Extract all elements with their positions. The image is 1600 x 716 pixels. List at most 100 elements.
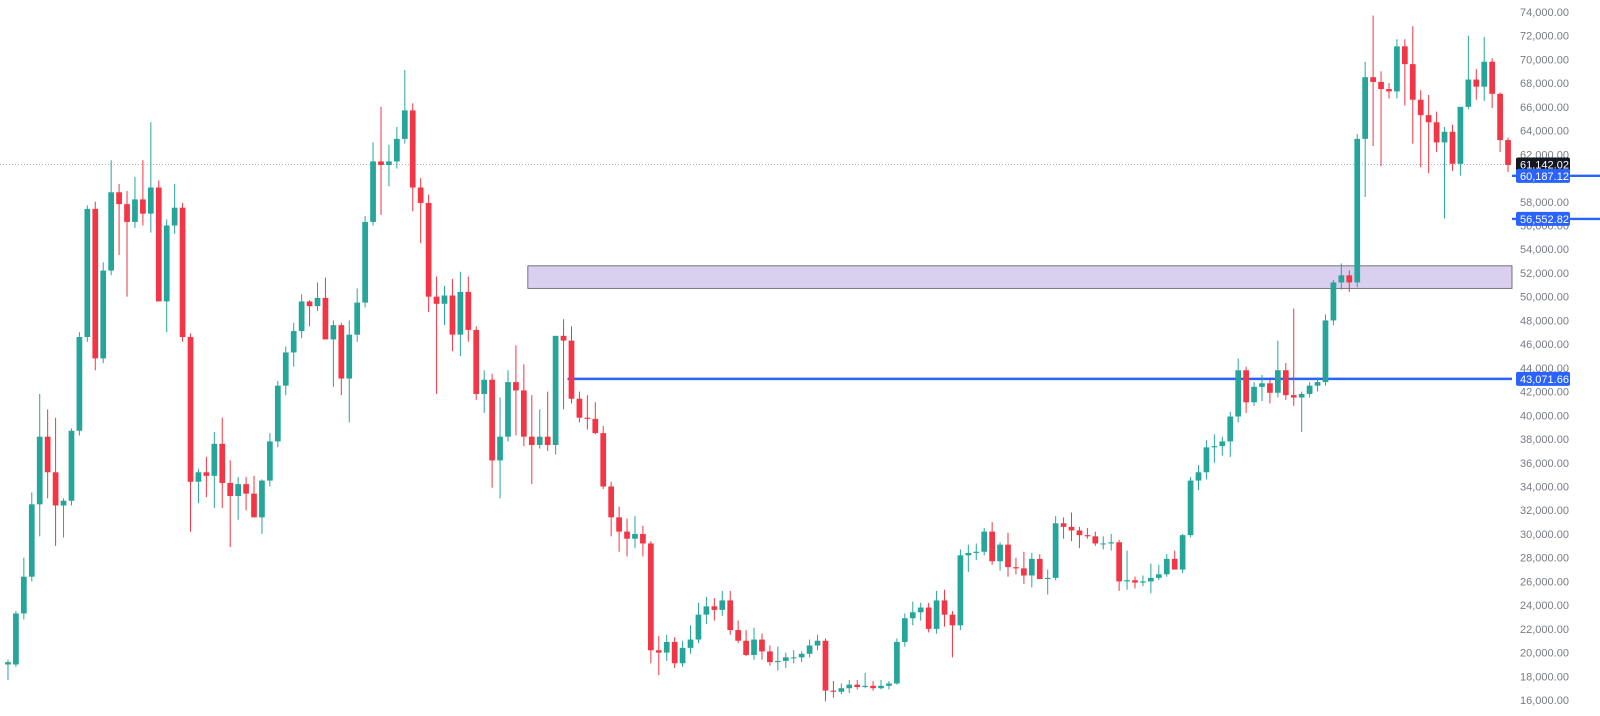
candle-body (457, 291, 464, 335)
candle-body (608, 486, 615, 518)
y-tick-label: 16,000.00 (1520, 695, 1569, 707)
candle-body (552, 335, 559, 445)
candle-body (957, 555, 964, 626)
candle-body (981, 531, 988, 552)
candle (735, 620, 742, 644)
candle (1219, 436, 1226, 456)
y-tick-label: 64,000.00 (1520, 126, 1569, 138)
candle-body (822, 640, 829, 691)
candle-body (251, 493, 257, 518)
candle-body (1465, 79, 1472, 107)
candle-body (20, 576, 27, 614)
candle (1481, 36, 1488, 101)
candle-body (5, 662, 11, 665)
candle (870, 681, 876, 691)
candle (267, 433, 273, 487)
candle-body (1425, 115, 1432, 123)
candle (687, 625, 694, 654)
candle-body (100, 270, 107, 359)
candle-body (806, 645, 813, 654)
candle (719, 590, 726, 616)
candle (481, 370, 488, 413)
candle-body (13, 613, 19, 665)
candle-body (1076, 530, 1083, 536)
candle-body (52, 472, 59, 506)
price-axis[interactable]: 16,000.00 18,000.00 20,000.00 22,000.00 24,0… (1520, 7, 1569, 707)
supply-zone-rect (527, 265, 1513, 289)
y-tick-label: 32,000.00 (1520, 505, 1569, 517)
candle (981, 528, 988, 556)
candle (417, 178, 424, 244)
level-tag-1-text: 56,552.82 (1520, 214, 1569, 226)
candle (1457, 106, 1464, 176)
candle-body (322, 297, 329, 340)
candle-body (306, 301, 313, 307)
candle-body (1259, 383, 1265, 387)
candle (251, 475, 257, 518)
candle-body (909, 612, 916, 619)
candle (5, 659, 11, 680)
candle (552, 335, 559, 455)
candle (28, 492, 35, 582)
candle (394, 127, 400, 169)
y-tick-label: 74,000.00 (1520, 7, 1569, 19)
candle-body (687, 639, 694, 648)
candle-body (711, 606, 718, 610)
candle (814, 634, 821, 651)
candle (703, 596, 710, 625)
candle-body (925, 607, 932, 629)
candle-body (1219, 441, 1226, 447)
candle (751, 627, 757, 660)
candle-body (782, 657, 789, 661)
candle-body (481, 379, 488, 394)
candle (1076, 526, 1083, 549)
candle (116, 183, 122, 256)
candle-body (830, 690, 837, 692)
candle (925, 602, 932, 633)
candle-body (1140, 581, 1146, 583)
candle (1489, 58, 1496, 109)
candle (846, 679, 853, 693)
candle-body (521, 390, 527, 437)
candle (465, 276, 472, 342)
candle-body (155, 187, 162, 302)
candle-body (1417, 99, 1424, 116)
candle (1354, 134, 1361, 288)
candle-body (1338, 275, 1345, 283)
candle-body (1497, 93, 1503, 141)
candle-body (1052, 523, 1059, 578)
candle (1298, 391, 1305, 432)
candle-body (528, 436, 535, 445)
candle-body (814, 640, 821, 646)
candle (965, 544, 972, 572)
candle-body (163, 225, 170, 302)
candle-body (433, 296, 440, 304)
candle-body (1346, 275, 1353, 283)
candle (1394, 39, 1400, 99)
candle (1282, 363, 1289, 400)
candle (44, 409, 51, 499)
candle (640, 525, 646, 557)
candle-body (1100, 543, 1107, 545)
candle (386, 144, 392, 187)
candle (1036, 554, 1043, 580)
candle-body (1084, 535, 1091, 537)
candle (584, 395, 591, 430)
candle (941, 589, 948, 627)
candle-body (1505, 140, 1511, 165)
candle (1243, 366, 1249, 413)
candle-body (140, 199, 146, 214)
candle-body (1179, 535, 1186, 570)
level-tag-1-bg (1516, 211, 1570, 226)
candle-body (1203, 447, 1210, 473)
candle (52, 417, 59, 546)
candle (330, 320, 337, 387)
candle (449, 278, 456, 352)
candle-body (624, 531, 630, 539)
candle (894, 638, 900, 685)
candle-body (92, 208, 99, 359)
candle (1362, 61, 1369, 198)
candle-body (179, 207, 186, 338)
